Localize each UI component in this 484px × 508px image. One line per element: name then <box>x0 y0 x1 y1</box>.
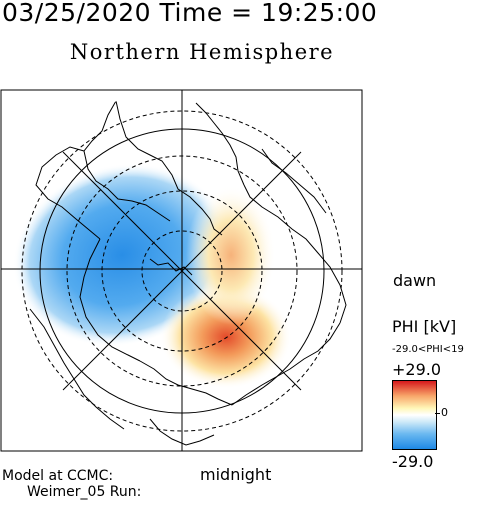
coastline-greenland-east <box>115 100 223 236</box>
coastline-eurasia-arctic <box>243 184 347 324</box>
meridian-diagonal-2 <box>62 151 302 391</box>
midnight-label: midnight <box>200 465 272 484</box>
colorbar-range-text: -29.0<PHI<19 <box>392 344 464 355</box>
coastline-north-america <box>79 238 141 362</box>
colorbar-mid-label: 0 <box>441 406 448 419</box>
timestamp-title: 03/25/2020 Time = 19:25:00 <box>2 0 378 27</box>
hemisphere-title: Northern Hemisphere <box>69 40 335 64</box>
latitude-circle-2 <box>101 190 263 352</box>
positive-potential-cell <box>160 285 292 389</box>
dawn-label: dawn <box>393 271 437 290</box>
positive-potential-lobe <box>186 185 276 325</box>
run-label: Weimer_05 Run: <box>27 484 142 500</box>
colorbar-zero-tick <box>435 413 440 414</box>
potential-pattern <box>13 163 292 389</box>
colorbar-title: PHI [kV] <box>392 317 457 336</box>
coastlines <box>29 100 347 446</box>
model-label: Model at CCMC: <box>2 468 114 484</box>
coastline-alaska <box>139 360 233 406</box>
coastline-siberia <box>231 322 341 406</box>
coastline-greenland-west <box>83 100 171 222</box>
negative-potential-cell <box>13 163 231 347</box>
coastline-scandinavia <box>195 102 245 186</box>
polar-potential-map <box>0 89 363 452</box>
coastline-arctic-islands <box>35 146 101 240</box>
coastline-barents <box>261 148 327 214</box>
colorbar <box>392 380 437 450</box>
latitude-circle-1 <box>141 230 223 312</box>
colorbar-min-label: -29.0 <box>392 452 434 471</box>
meridians <box>1 90 362 451</box>
colorbar-max-label: +29.0 <box>392 360 442 379</box>
latitude-circle-outer <box>21 110 343 432</box>
